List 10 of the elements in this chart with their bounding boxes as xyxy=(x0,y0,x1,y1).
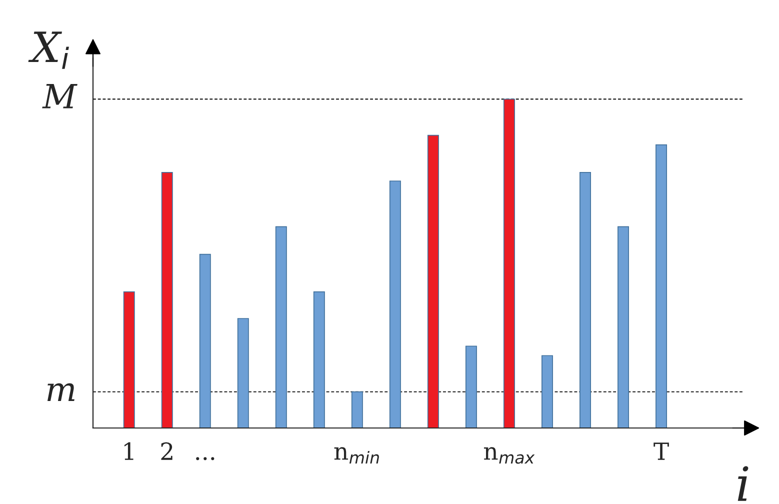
x-tick-label: n$_{max}$ xyxy=(484,447,535,464)
ref-line-label: M xyxy=(42,84,78,108)
x-tick-label: 2 xyxy=(161,442,172,460)
x-tick-label: ... xyxy=(196,457,214,460)
ref-line-label: m xyxy=(47,383,74,402)
x-tick-label: T xyxy=(654,442,669,460)
y-axis-title: X$_{i}$ xyxy=(28,32,69,69)
x-tick-label: n$_{min}$ xyxy=(334,447,379,464)
x-tick-label: 1 xyxy=(124,442,134,460)
x-axis-title: i xyxy=(738,466,748,501)
